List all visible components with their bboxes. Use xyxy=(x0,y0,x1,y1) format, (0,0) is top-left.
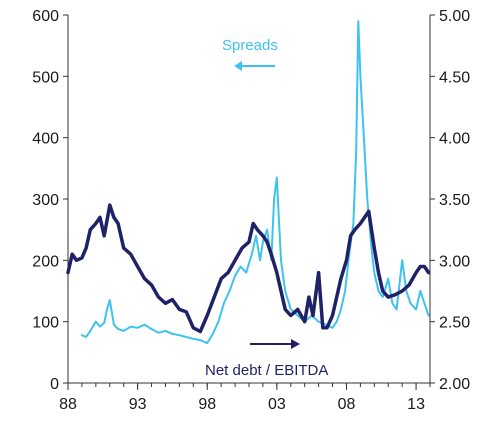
right-y-tick-label: 4.50 xyxy=(439,69,470,86)
spreads-annotation-label: Spreads xyxy=(222,37,278,54)
x-tick-label: 08 xyxy=(338,396,356,413)
right-y-tick-label: 5.00 xyxy=(439,8,470,25)
chart-series-layer xyxy=(66,20,431,345)
x-tick-label: 88 xyxy=(59,396,77,413)
right-y-tick-label: 2.50 xyxy=(439,315,470,332)
spreads-series-line xyxy=(80,20,430,345)
net-debt-annotation-label: Net debt / EBITDA xyxy=(205,362,328,379)
right-y-tick-label: 3.00 xyxy=(439,253,470,270)
right-y-tick-label: 4.00 xyxy=(439,131,470,148)
left-y-tick-label: 400 xyxy=(32,131,59,148)
right-y-tick-label: 3.50 xyxy=(439,192,470,209)
x-tick-label: 03 xyxy=(268,396,286,413)
x-tick-label: 13 xyxy=(407,396,425,413)
chart-annotations: Spreads Net debt / EBITDA xyxy=(205,37,328,379)
net-debt-arrow-icon xyxy=(250,339,300,349)
left-y-tick-label: 0 xyxy=(50,376,59,393)
left-y-tick-label: 300 xyxy=(32,192,59,209)
left-y-tick-label: 500 xyxy=(32,69,59,86)
x-tick-label: 98 xyxy=(198,396,216,413)
net-debt-ebitda-series-line xyxy=(66,203,431,334)
left-y-tick-label: 600 xyxy=(32,8,59,25)
left-y-tick-label: 200 xyxy=(32,253,59,270)
chart-axes: 0 100 200 300 400 500 600 2.00 2.50 3.00 3.50 4.00 4… xyxy=(32,8,470,413)
spreads-arrow-icon xyxy=(234,61,275,71)
right-y-tick-label: 2.00 xyxy=(439,376,470,393)
left-y-tick-label: 100 xyxy=(32,315,59,332)
x-tick-label: 93 xyxy=(129,396,147,413)
